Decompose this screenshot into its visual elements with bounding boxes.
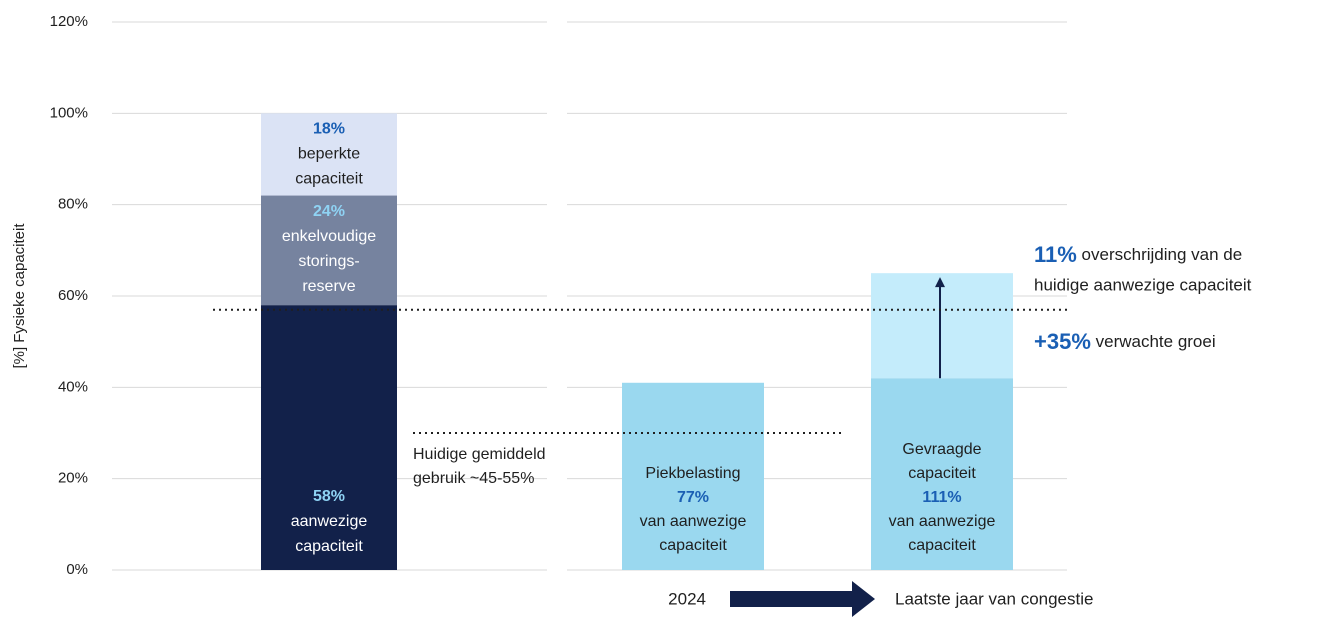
end-label: Laatste jaar van congestie — [895, 589, 1093, 608]
overshoot-annotation-line2: huidige aanwezige capaciteit — [1034, 275, 1252, 294]
growth-arrowhead — [935, 277, 945, 288]
y-tick-label: 40% — [58, 378, 88, 395]
bar-segment — [622, 382, 764, 570]
segment-text: capaciteit — [659, 537, 727, 554]
timeline-arrow — [730, 581, 875, 617]
segment-text: capaciteit — [908, 537, 976, 554]
overshoot-text: overschrijding van de — [1077, 245, 1242, 264]
segment-text: capaciteit — [908, 465, 976, 482]
overshoot-annotation: 11% overschrijding van de — [1034, 242, 1242, 267]
value-label: 58% — [313, 488, 345, 505]
segment-text: van aanwezige — [889, 513, 996, 530]
y-tick-label: 0% — [66, 561, 88, 578]
segment-label: capaciteit — [295, 171, 363, 188]
growth-text: verwachte groei — [1091, 332, 1216, 351]
reference-text: Huidige gemiddeld — [413, 446, 546, 463]
bar-segment — [261, 305, 397, 570]
segment-label: storings- — [298, 253, 359, 270]
segment-label: aanwezige — [291, 513, 368, 530]
segment-label: reserve — [302, 278, 355, 295]
bar-segment — [261, 195, 397, 306]
segment-text: van aanwezige — [640, 513, 747, 530]
segment-text: Gevraagde — [902, 441, 981, 458]
bar-segment — [871, 378, 1013, 570]
segment-text: Piekbelasting — [645, 465, 740, 482]
bars: 58% aanwezige capaciteit 24% enkelvoudige sto… — [213, 113, 1070, 570]
growth-pct: +35% — [1034, 329, 1091, 354]
overshoot-pct: 11% — [1034, 242, 1077, 267]
reference-text: gebruik ~45-55% — [413, 470, 534, 487]
segment-label: enkelvoudige — [282, 228, 376, 245]
value-label: 18% — [313, 121, 345, 138]
y-tick-label: 20% — [58, 470, 88, 487]
segment-label: beperkte — [298, 146, 360, 163]
growth-annotation: +35% verwachte groei — [1034, 329, 1216, 354]
segment-text: 111% — [922, 489, 961, 506]
bar-segment — [261, 113, 397, 196]
y-tick-label: 100% — [50, 104, 88, 121]
value-label: 24% — [313, 203, 345, 220]
start-label: 2024 — [668, 589, 706, 608]
bar-segment — [871, 273, 1013, 379]
segment-label: capaciteit — [295, 538, 363, 555]
y-tick-label: 80% — [58, 196, 88, 213]
y-axis-label: [%] Fysieke capaciteit — [11, 223, 28, 369]
y-tick-label: 120% — [50, 13, 88, 30]
y-tick-label: 60% — [58, 287, 88, 304]
segment-text: 77% — [677, 489, 709, 506]
